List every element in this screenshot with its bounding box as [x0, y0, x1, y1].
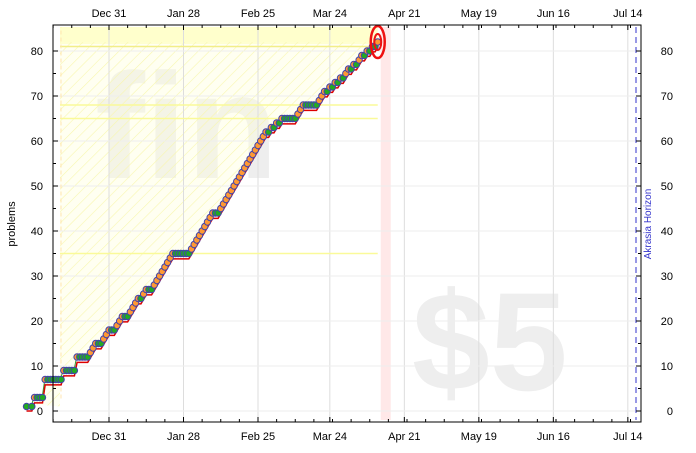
- y-tick-label-right-7: 70: [661, 91, 673, 103]
- y-tick-label-right-0: 0: [667, 406, 673, 418]
- axes: [52, 24, 642, 423]
- x-tick-label-top-3: Mar 24: [313, 8, 347, 20]
- x-tick-label-bottom-4: Apr 21: [388, 431, 420, 443]
- x-tick-label-bottom-3: Mar 24: [313, 431, 347, 443]
- future-band: [380, 27, 391, 420]
- y-tick-label-right-5: 50: [661, 181, 673, 193]
- x-tick-label-bottom-1: Jan 28: [167, 431, 200, 443]
- y-tick-label-left-6: 60: [31, 136, 43, 148]
- data-point-1: [28, 402, 36, 411]
- akrasia-horizon-label: Akrasia Horizon: [643, 189, 654, 260]
- goal-target-inner: [373, 33, 383, 51]
- y-tick-label-left-3: 30: [31, 271, 43, 283]
- x-tick-label-top-2: Feb 25: [241, 8, 275, 20]
- data-point-5: [38, 393, 47, 402]
- x-tick-label-bottom-0: Dec 31: [92, 431, 127, 443]
- y-tick-label-left-1: 10: [31, 361, 43, 373]
- data-point-131: [374, 38, 382, 46]
- road-fill: [26, 39, 378, 407]
- x-tick-label-top-7: Jul 14: [613, 8, 642, 20]
- y-tick-label-right-1: 10: [661, 361, 673, 373]
- y-tick-label-left-0: 0: [37, 406, 43, 418]
- y-tick-label-right-6: 60: [661, 136, 673, 148]
- data-series: [22, 24, 386, 411]
- plot-background: [26, 27, 391, 420]
- x-tick-label-bottom-5: May 19: [461, 431, 497, 443]
- y-axis-label: problems: [6, 201, 18, 247]
- plot-frame: [52, 24, 642, 423]
- x-tick-label-top-5: May 19: [461, 8, 497, 20]
- y-tick-label-right-8: 80: [661, 46, 673, 58]
- x-tick-label-top-4: Apr 21: [388, 8, 420, 20]
- y-tick-label-right-4: 40: [661, 226, 673, 238]
- y-tick-label-right-3: 30: [661, 271, 673, 283]
- y-tick-label-left-2: 20: [31, 316, 43, 328]
- road-hatch: [26, 39, 378, 407]
- goal-band: [60, 27, 378, 44]
- watermark-dollar: $5: [412, 263, 568, 420]
- y-tick-label-left-4: 40: [31, 226, 43, 238]
- data-point-12: [57, 375, 65, 384]
- x-tick-label-top-0: Dec 31: [92, 8, 127, 20]
- x-tick-label-top-6: Jun 16: [537, 8, 570, 20]
- x-tick-label-top-1: Jan 28: [167, 8, 200, 20]
- y-tick-label-right-2: 20: [661, 316, 673, 328]
- y-tick-label-left-7: 70: [31, 91, 43, 103]
- data-point-17: [70, 366, 79, 375]
- goal-target-outer: [369, 24, 386, 60]
- y-tick-label-left-8: 80: [31, 46, 43, 58]
- tick-labels: Dec 31 Dec 31 Jan 28 Jan 28 Feb 25 Feb 25 Mar …: [31, 8, 673, 443]
- x-tick-label-bottom-2: Feb 25: [241, 431, 275, 443]
- x-tick-label-bottom-7: Jul 14: [613, 431, 642, 443]
- x-tick-label-bottom-6: Jun 16: [537, 431, 570, 443]
- y-tick-label-left-5: 50: [31, 181, 43, 193]
